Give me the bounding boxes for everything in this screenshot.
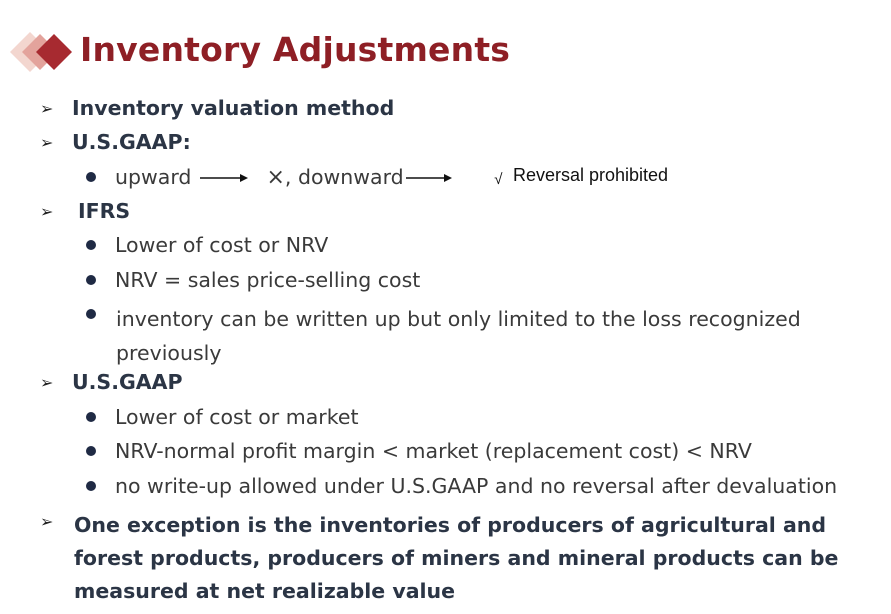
list-item-usgaap-b2: NRV-normal profit margin < market (repla…: [86, 439, 752, 463]
list-item-exception-marker: ➢: [40, 509, 72, 533]
reversal-prohibited-label: Reversal prohibited: [512, 165, 669, 185]
list-item-valuation: ➢ Inventory valuation method: [40, 96, 395, 120]
bullet-dot-icon: [86, 172, 96, 182]
bullet-dot-icon: [86, 275, 96, 285]
bullet-dot-icon: [86, 309, 96, 319]
cross-mark: ×: [266, 165, 285, 190]
check-mark: √: [494, 171, 503, 188]
list-item-exception: One exception is the inventories of prod…: [74, 513, 839, 603]
list-item-ifrs: ➢ IFRS: [40, 199, 131, 223]
page-title: Inventory Adjustments: [80, 30, 511, 69]
list-item-usgaap-b3: no write-up allowed under U.S.GAAP and n…: [86, 474, 837, 498]
arrowhead-icon: ➢: [40, 99, 54, 118]
arrowhead-icon: ➢: [40, 202, 54, 221]
arrowhead-icon: ➢: [40, 133, 54, 152]
bullet-dot-icon: [86, 481, 96, 491]
arrowhead-icon: ➢: [40, 373, 54, 392]
list-item-ifrs-3-bullet: [86, 302, 115, 326]
arrowhead-icon: ➢: [40, 512, 54, 531]
list-item-ifrs-1: Lower of cost or NRV: [86, 233, 328, 257]
bullet-dot-icon: [86, 446, 96, 456]
usgaap-reversal-line: upward ×, downward √ Reversal prohibited: [86, 165, 668, 190]
list-item-ifrs-2: NRV = sales price-selling cost: [86, 268, 420, 292]
list-item-usgaap-b1: Lower of cost or market: [86, 405, 359, 429]
right-arrow-icon: [199, 174, 248, 182]
right-arrow-icon: [405, 174, 452, 182]
list-item-ifrs-3: inventory can be written up but only lim…: [116, 307, 801, 365]
bullet-dot-icon: [86, 412, 96, 422]
list-item-usgaap-1: ➢ U.S.GAAP:: [40, 130, 191, 154]
list-item-usgaap-2: ➢ U.S.GAAP: [40, 370, 183, 394]
bullet-dot-icon: [86, 240, 96, 250]
diamond-logo-icon: [10, 32, 72, 72]
